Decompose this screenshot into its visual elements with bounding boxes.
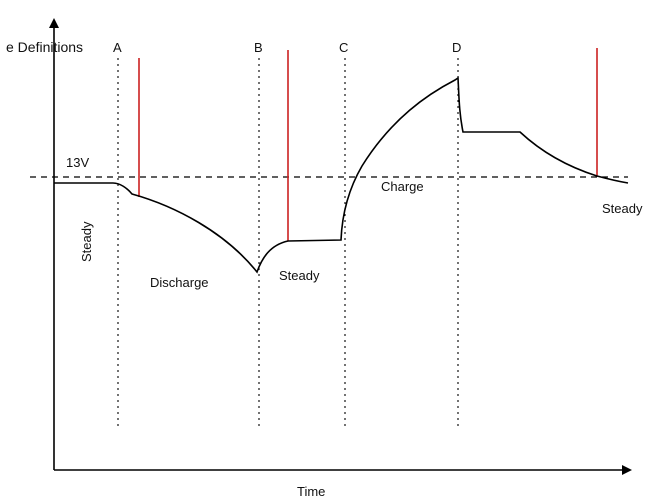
point-label-b: B (254, 40, 263, 55)
region-steady-right: Steady (602, 201, 643, 216)
region-steady-left: Steady (79, 221, 94, 262)
voltage-curve (54, 76, 629, 274)
x-axis-label: Time (297, 484, 325, 499)
point-label-a: A (113, 40, 122, 55)
region-steady-middle: Steady (279, 268, 320, 283)
region-discharge: Discharge (150, 275, 209, 290)
region-charge: Charge (381, 179, 424, 194)
reference-label: 13V (66, 155, 89, 170)
point-label-d: D (452, 40, 461, 55)
point-label-c: C (339, 40, 348, 55)
diagram-title: e Definitions (6, 39, 83, 55)
